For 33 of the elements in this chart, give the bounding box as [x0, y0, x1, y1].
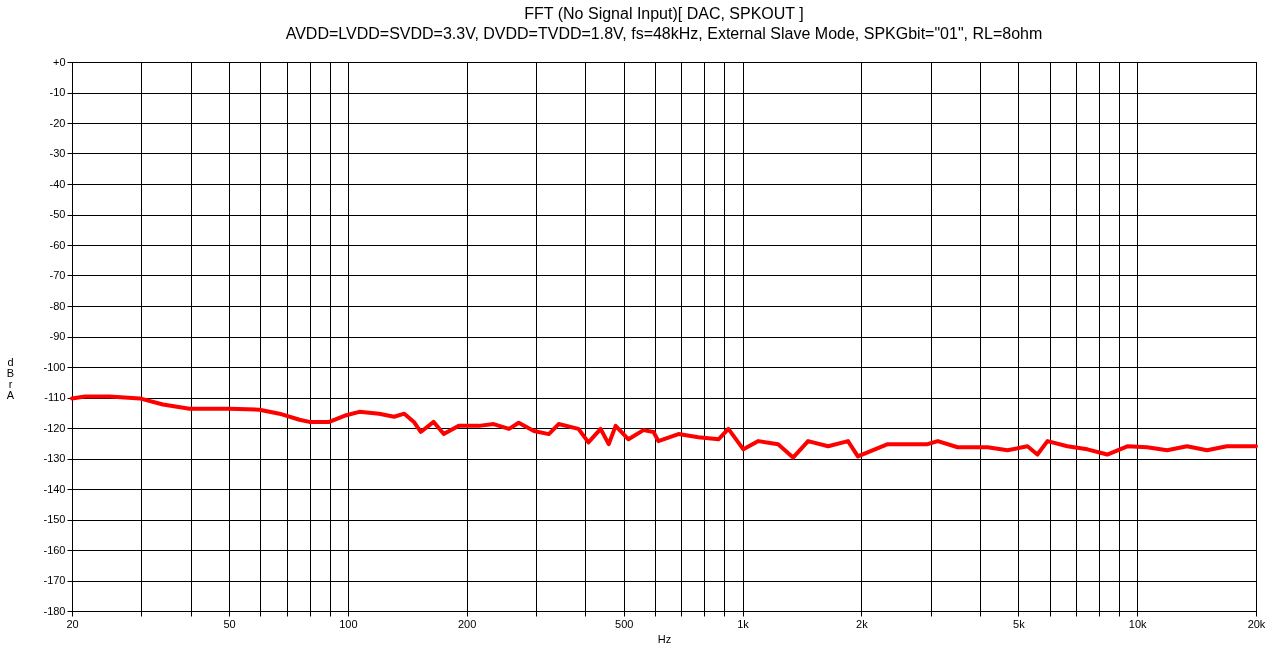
y-tick-label: -50 — [49, 208, 66, 220]
y-tick-label: +0 — [52, 55, 66, 68]
x-tick-label: 10k — [1128, 617, 1148, 630]
y-tick-label: -90 — [49, 330, 66, 342]
x-tick-label: 100 — [339, 617, 358, 630]
y-axis-title: dBr A — [6, 355, 15, 401]
y-tick-label: -10 — [49, 86, 66, 98]
y-tick-label: -30 — [49, 147, 66, 159]
y-tick-label: -130 — [43, 452, 66, 464]
x-tick-label: 20k — [1247, 617, 1266, 630]
x-tick-label: 50 — [223, 617, 236, 630]
y-tick-label: -80 — [49, 299, 66, 312]
chart-title: FFT (No Signal Input)[ DAC, SPKOUT ] — [524, 5, 804, 22]
y-tick-label: -110 — [44, 391, 66, 403]
y-tick-label: -40 — [49, 177, 66, 190]
x-tick-label: 2k — [856, 617, 869, 630]
y-tick-label: -180 — [43, 604, 66, 617]
y-tick-label: -140 — [43, 482, 66, 495]
y-tick-label: -20 — [49, 116, 66, 129]
y-tick-label: -150 — [43, 513, 66, 525]
x-tick-label: 20 — [66, 617, 79, 630]
y-tick-label: -70 — [49, 269, 66, 281]
x-tick-label: 5k — [1013, 617, 1026, 630]
x-axis-title: Hz — [657, 632, 672, 645]
x-tick-label: 200 — [457, 617, 477, 630]
x-tick-label: 1k — [737, 617, 750, 630]
y-tick-label: -160 — [43, 543, 66, 556]
x-tick-label: 500 — [615, 617, 634, 630]
y-tick-label: -170 — [43, 574, 66, 586]
y-tick-label: -120 — [43, 421, 66, 434]
y-tick-label: -60 — [49, 238, 66, 251]
chart-subtitle: AVDD=LVDD=SVDD=3.3V, DVDD=TVDD=1.8V, fs=48kHz, External Slave Mode, SPKGbit="01", RL=8ohm — [285, 25, 1043, 42]
y-tick-label: -100 — [43, 360, 66, 373]
